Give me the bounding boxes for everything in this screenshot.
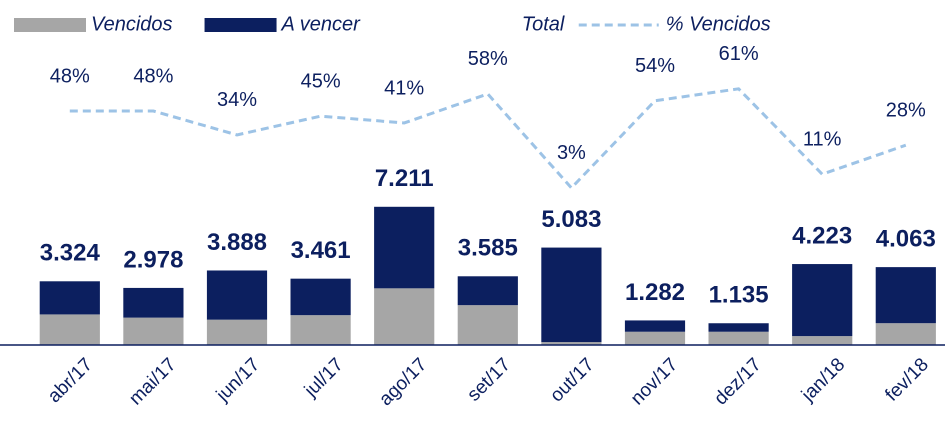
x-tick-label: nov/17 — [627, 354, 682, 409]
total-label: 4.223 — [792, 222, 852, 249]
data-label: 48% — [50, 65, 90, 87]
bar-segment — [457, 305, 518, 345]
bar-segment — [290, 278, 351, 316]
data-label: 54% — [635, 55, 675, 77]
legend-label: A vencer — [281, 13, 362, 35]
total-label: 7.211 — [375, 165, 434, 192]
data-label: 34% — [217, 89, 257, 111]
bar-segment — [875, 267, 936, 324]
total-label: 4.063 — [876, 225, 936, 252]
bar-segment — [875, 323, 936, 345]
x-tick-label: dez/17 — [710, 354, 765, 409]
bar-segment — [457, 276, 518, 306]
x-tick-label: jun/17 — [212, 354, 264, 406]
plot-area: 3.324 2.978 3.888 3.461 7.211 3.585 5.083 1.282… — [0, 43, 945, 410]
bar-segment — [541, 247, 602, 343]
data-label: 61% — [719, 43, 759, 65]
data-label: 48% — [133, 65, 173, 87]
data-label: 3% — [557, 142, 586, 164]
bar-segment — [541, 342, 602, 345]
data-label: 58% — [468, 48, 508, 70]
legend-label: Vencidos — [91, 13, 173, 35]
bar-segment — [39, 314, 100, 345]
total-label: 5.083 — [541, 206, 601, 233]
total-label: 3.888 — [207, 229, 267, 256]
bar-segment — [708, 323, 769, 332]
bar-segment — [624, 331, 686, 345]
bar-segment — [374, 206, 435, 289]
legend-swatch — [14, 18, 86, 32]
bar-segment — [123, 287, 184, 318]
bar-segment — [624, 320, 686, 332]
x-tick-label: set/17 — [463, 354, 514, 405]
bar-segment — [290, 315, 351, 345]
total-label: 2.978 — [123, 246, 183, 273]
x-tick-label: ago/17 — [375, 354, 431, 410]
total-label: 3.324 — [40, 240, 101, 267]
x-tick-label: fev/18 — [881, 354, 932, 405]
bar-segment — [708, 331, 769, 345]
data-label: 11% — [803, 128, 842, 150]
bar-segment — [39, 281, 100, 315]
legend-label: Total — [522, 13, 565, 35]
total-label: 1.282 — [625, 279, 685, 306]
bar-segment — [792, 264, 853, 337]
legend: Vencidos A vencer Total % Vencidos — [14, 13, 771, 35]
x-tick-label: jan/18 — [797, 354, 849, 406]
total-label: 1.135 — [709, 282, 769, 309]
bar-segment — [792, 336, 853, 345]
x-tick-label: out/17 — [546, 354, 598, 406]
total-label: 3.585 — [458, 235, 518, 262]
bar-segment — [374, 288, 435, 345]
x-tick-label: jul/17 — [300, 354, 348, 402]
data-label: 45% — [301, 70, 341, 92]
bar-segment — [206, 270, 268, 320]
legend-swatch — [204, 18, 277, 32]
bar-segment — [206, 319, 268, 345]
bar-segment — [123, 317, 184, 345]
data-label: 28% — [886, 99, 926, 121]
line — [69, 87, 907, 191]
data-label: 41% — [384, 77, 424, 99]
x-tick-label: abr/17 — [44, 354, 97, 407]
x-tick-label: mai/17 — [125, 354, 180, 409]
legend-label: % Vencidos — [666, 13, 771, 35]
total-label: 3.461 — [291, 237, 351, 264]
